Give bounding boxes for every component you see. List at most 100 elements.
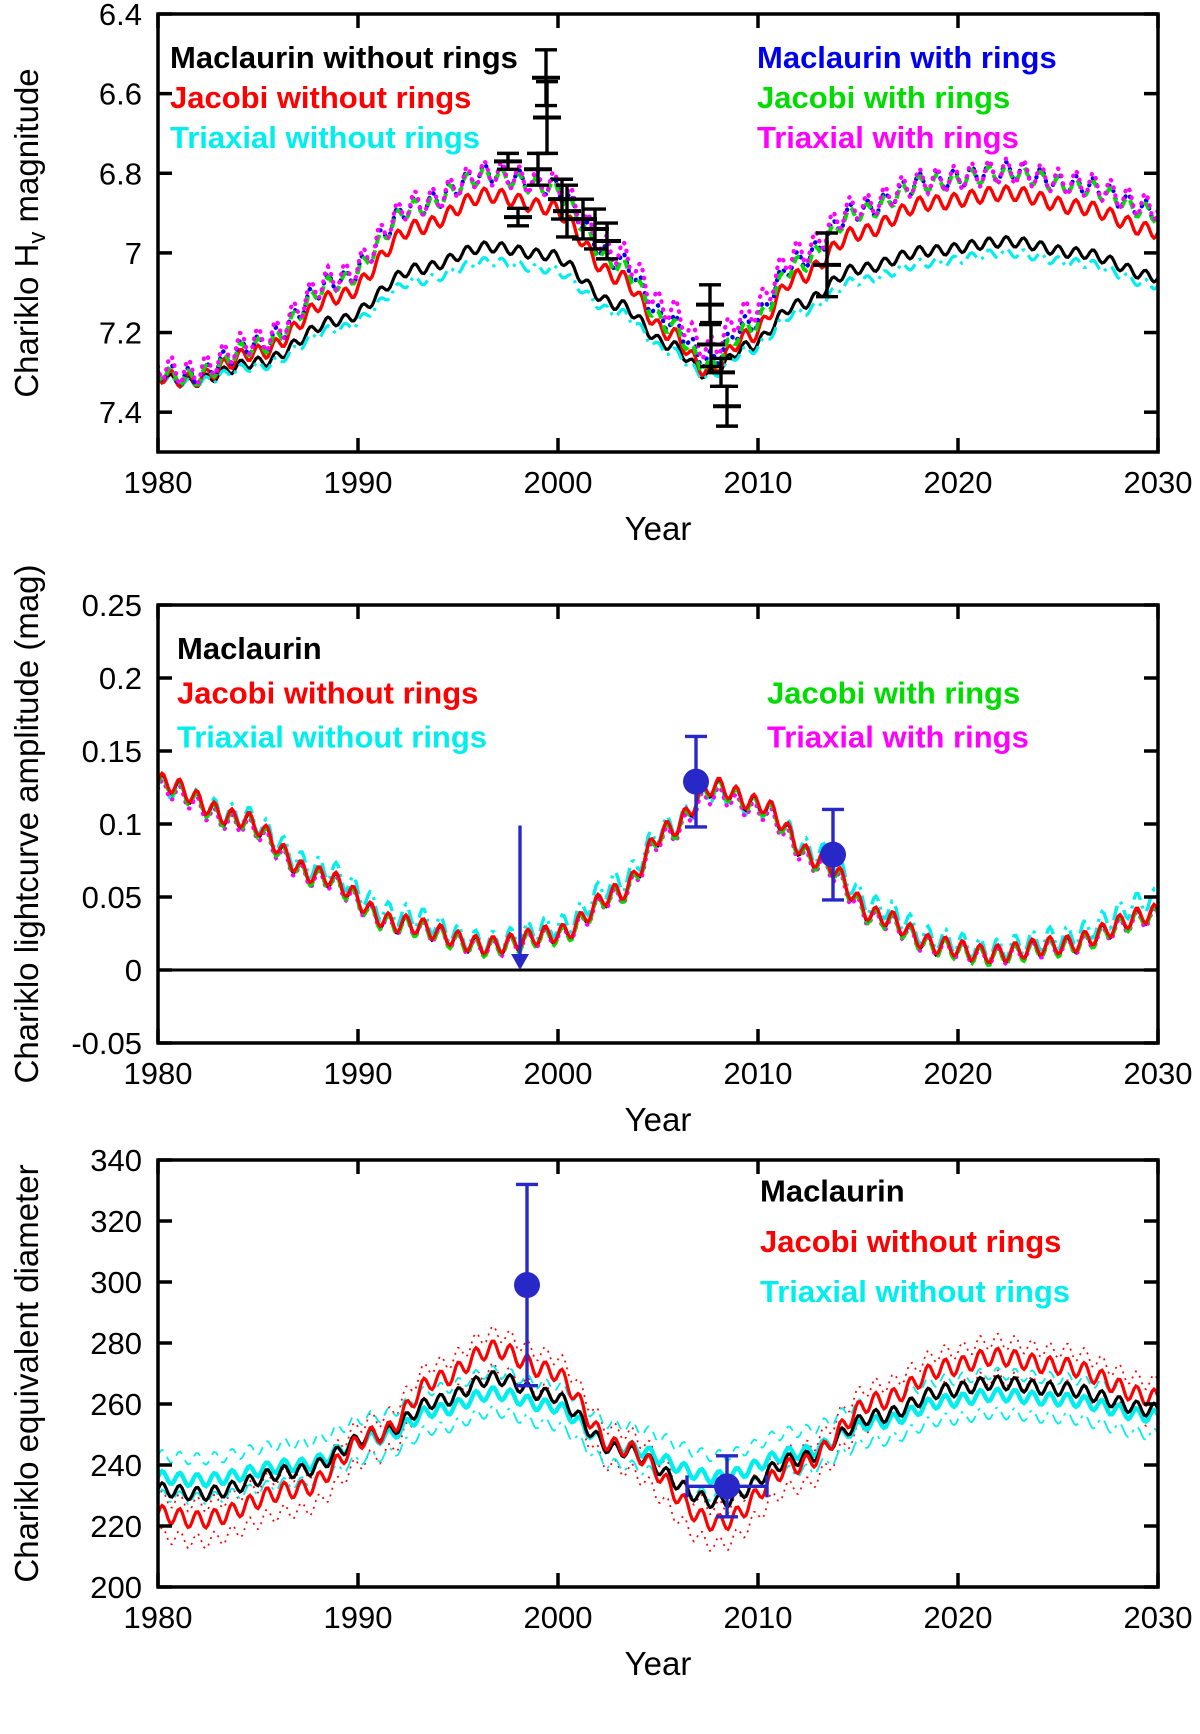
data-point — [813, 231, 841, 299]
data-point — [683, 734, 709, 829]
legend-triaxial-without-rings: Triaxial without rings — [177, 719, 487, 754]
plot-frame — [156, 12, 1160, 454]
x-tick-label: 1980 — [124, 1600, 193, 1635]
series-triaxial-without-rings — [158, 772, 1158, 962]
legend-jacobi-without-rings: Jacobi without rings — [760, 1224, 1061, 1259]
x-tick-label: 2000 — [524, 465, 593, 500]
data-point — [593, 221, 621, 261]
x-tick-label: 1990 — [324, 465, 393, 500]
legend-triaxial-with-rings: Triaxial with rings — [757, 120, 1019, 155]
chart-panel-2: 1980 1990 2000 2010 2020 2030 0.25 0.2 0.15 0.1 0.… — [8, 564, 1192, 1138]
x-tick-label: 1980 — [124, 465, 193, 500]
series-triaxial-upper-uncertainty — [158, 1365, 1158, 1466]
legend-jacobi-with-rings: Jacobi with rings — [757, 80, 1010, 115]
x-tick-label: 2010 — [724, 1056, 793, 1091]
series-maclaurin — [158, 1370, 1158, 1510]
data-point — [504, 206, 532, 228]
y-tick-label: 280 — [90, 1326, 142, 1361]
legend-maclaurin-with-rings: Maclaurin with rings — [757, 40, 1057, 75]
plot-frame — [156, 1158, 1160, 1589]
data-point — [494, 151, 522, 171]
legend-maclaurin: Maclaurin — [760, 1174, 905, 1209]
x-tick-label: 2030 — [1124, 1600, 1193, 1635]
data-point — [696, 283, 724, 327]
series-maclaurin-without-rings — [158, 234, 1158, 389]
legend-jacobi-without-rings: Jacobi without rings — [170, 80, 471, 115]
y-tick-label: 6.6 — [99, 77, 142, 112]
x-tick-label: 1990 — [324, 1056, 393, 1091]
series-triaxial-with-rings — [158, 777, 1158, 968]
upper-limit-arrowhead-icon — [511, 954, 529, 970]
y-tick-label: 7.4 — [99, 395, 142, 430]
x-tick-label: 2020 — [924, 465, 993, 500]
legend-maclaurin: Maclaurin — [177, 631, 322, 666]
y-tick-label: 7 — [125, 236, 142, 271]
data-point — [713, 384, 741, 428]
x-axis-title: Year — [625, 510, 692, 547]
x-tick-label: 2000 — [524, 1056, 593, 1091]
y-axis-title: Chariklo Hv magnitude — [8, 68, 51, 397]
legend-jacobi-without-rings: Jacobi without rings — [177, 676, 478, 711]
series-triaxial-without-rings — [158, 1385, 1158, 1489]
series-jacobi-upper-uncertainty — [158, 1325, 1158, 1516]
series-maclaurin-with-rings — [158, 158, 1158, 389]
data-point-circle-marker — [714, 1473, 740, 1500]
x-axis-title: Year — [625, 1101, 692, 1138]
data-point-circle-marker — [514, 1272, 540, 1299]
y-tick-label: 200 — [90, 1570, 142, 1605]
y-tick-label: 320 — [90, 1204, 142, 1239]
y-tick-label: -0.05 — [71, 1026, 142, 1061]
series-group — [158, 154, 1158, 390]
y-tick-label: 0 — [125, 953, 142, 988]
x-axis-title: Year — [625, 1645, 692, 1682]
legend-triaxial-with-rings: Triaxial with rings — [767, 719, 1029, 754]
series-jacobi-without-rings — [158, 770, 1158, 965]
data-point — [524, 151, 552, 187]
data-point — [553, 183, 581, 239]
data-point — [514, 1182, 540, 1388]
y-tick-label: 300 — [90, 1265, 142, 1300]
series-group — [158, 1325, 1158, 1552]
y-tick-label: 6.4 — [99, 0, 142, 32]
series-triaxial-with-rings — [158, 154, 1158, 389]
legend-jacobi-with-rings: Jacobi with rings — [767, 676, 1020, 711]
y-tick-label: 0.25 — [82, 588, 142, 623]
x-tick-label: 2030 — [1124, 1056, 1193, 1091]
y-axis-title: Chariklo lightcurve amplitude (mag) — [8, 564, 45, 1083]
y-axis-title: Chariklo equivalent diameter — [8, 1164, 45, 1582]
y-tick-label: 0.1 — [99, 807, 142, 842]
series-jacobi-lower-uncertainty — [158, 1362, 1158, 1552]
x-tick-label: 2000 — [524, 1600, 593, 1635]
series-jacobi-without-rings — [158, 183, 1158, 390]
data-point — [511, 825, 529, 970]
legend-maclaurin-without-rings: Maclaurin without rings — [170, 40, 518, 75]
y-tick-label: 6.8 — [99, 156, 142, 191]
x-tick-label: 1990 — [324, 1600, 393, 1635]
x-tick-label: 2020 — [924, 1600, 993, 1635]
x-tick-label: 2010 — [724, 465, 793, 500]
chart-panel-3: 1980 1990 2000 2010 2020 2030 340 320 300 280 260 2… — [8, 1143, 1192, 1682]
series-jacobi-with-rings — [158, 162, 1158, 389]
y-tick-label: 0.05 — [82, 880, 142, 915]
y-tick-label: 340 — [90, 1143, 142, 1178]
series-group — [158, 770, 1158, 968]
y-tick-label: 240 — [90, 1448, 142, 1483]
data-point-circle-marker — [683, 768, 709, 795]
x-tick-label: 2030 — [1124, 465, 1193, 500]
chart-panel-1: 1980 1990 2000 2010 2020 2030 6.4 6.6 6.8 7 7.2 7.4… — [8, 0, 1192, 547]
series-jacobi-without-rings — [158, 1339, 1158, 1533]
y-tick-label: 260 — [90, 1387, 142, 1422]
x-tick-label: 1980 — [124, 1056, 193, 1091]
data-point-circle-marker — [820, 841, 846, 868]
series-triaxial-without-rings — [158, 246, 1158, 389]
data-point — [685, 1454, 769, 1519]
x-tick-label: 2020 — [924, 1056, 993, 1091]
legend-triaxial-without-rings: Triaxial without rings — [760, 1274, 1070, 1309]
plot-frame — [156, 603, 1160, 1045]
data-point — [569, 197, 597, 241]
data-point — [533, 79, 561, 156]
x-tick-label: 2010 — [724, 1600, 793, 1635]
y-tick-label: 7.2 — [99, 316, 142, 351]
